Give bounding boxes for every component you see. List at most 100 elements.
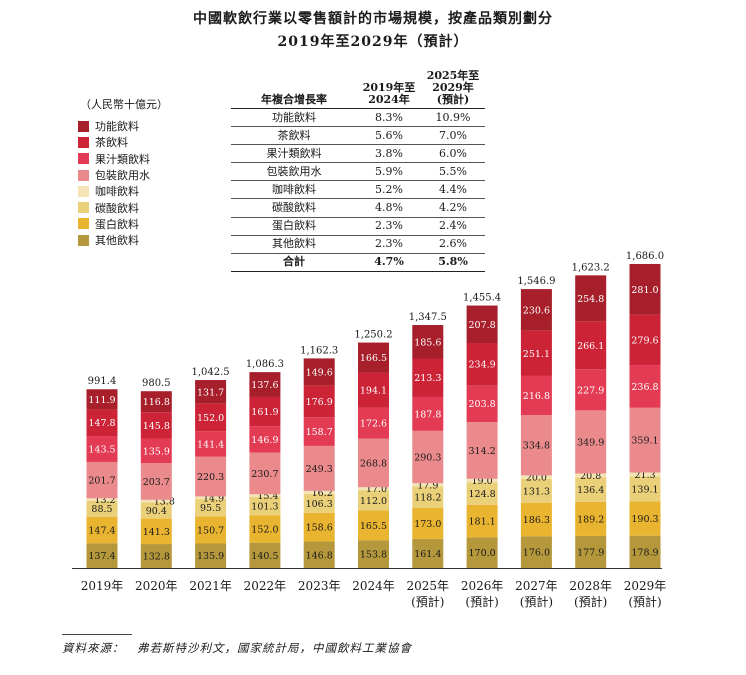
cagr-name: 功能飲料 [231,108,357,128]
cagr-name: 其他飲料 [231,235,357,254]
x-tick-note: (預計) [411,594,444,609]
total-label: 1,042.5 [192,367,230,378]
data-label-coffee: 20.8 [580,471,601,482]
data-label: 279.6 [631,335,658,346]
data-label: 124.8 [468,489,495,500]
source-note: 資料來源： 弗若斯特沙利文，國家統計局，中國飲料工業協會 [62,641,412,655]
legend-item-tea: 茶飲料 [78,134,168,150]
data-label: 189.2 [577,514,604,525]
data-label-coffee: 17.0 [366,484,387,495]
cagr-value: 4.4% [421,180,485,200]
cagr-value: 4.2% [421,198,485,218]
data-label-coffee: 21.3 [634,470,655,481]
data-label: 152.0 [197,413,224,424]
bar-segment-5-10 [629,365,661,408]
bar-segment-2-7 [466,482,498,505]
bar-segment-2-3 [249,496,281,516]
total-label: 1,347.5 [409,312,447,323]
bar-segment-7-0 [86,389,118,410]
legend-label: 蛋白飲料 [95,217,139,231]
table-row: 其他飲料 2.3% 2.6% [231,235,485,254]
bar-segment-1-8 [520,502,552,537]
legend-swatch [78,218,89,230]
data-label: 334.8 [523,441,550,452]
data-label: 158.6 [306,523,333,534]
bar-segment-7-7 [466,305,498,344]
data-label-coffee: 13.2 [94,495,115,506]
data-label-coffee: 17.9 [417,480,438,491]
bar-segment-6-9 [575,321,607,370]
data-label: 147.4 [88,525,115,536]
bar-segment-0-7 [466,537,498,568]
data-label-coffee: 16.2 [312,488,333,499]
x-tick-label: 2024年 [352,579,395,593]
legend-item-coffee: 咖啡飲料 [78,183,168,199]
x-tick-note: (預計) [628,594,661,609]
bar-segment-6-5 [358,372,389,408]
data-label: 173.0 [414,519,441,530]
data-label: 166.5 [360,353,387,364]
data-label: 314.2 [468,446,495,457]
data-label: 158.7 [306,427,333,438]
data-label: 178.9 [631,547,658,558]
bar-segment-1-5 [358,510,389,541]
data-label: 220.3 [197,472,224,483]
bar-segment-3-0 [86,498,118,501]
x-tick-label: 2021年 [189,579,232,593]
data-label: 141.4 [197,439,224,450]
data-label: 281.0 [631,285,658,296]
cagr-value: 5.2% [357,180,421,200]
data-label-coffee: 15.4 [257,491,278,502]
table-row: 包裝飲用水 5.9% 5.5% [231,162,485,182]
table-row: 茶飲料 5.6% 7.0% [231,126,485,146]
data-label: 131.3 [523,486,550,497]
data-label: 161.4 [414,549,441,560]
cagr-name: 茶飲料 [231,126,357,146]
data-label: 203.8 [468,399,495,410]
bar-segment-3-5 [358,487,389,491]
data-label: 268.8 [360,458,387,469]
cagr-header-row: 年複合增長率 2019年至 2024年 2025年至 2029年 (預計) [231,70,485,109]
cagr-header-col2: 2025年至 2029年 (預計) [421,70,485,109]
bar-segment-6-8 [520,330,552,376]
table-row: 果汁類飲料 3.8% 6.0% [231,144,485,164]
bar-segment-5-9 [575,369,607,411]
bar-segment-1-6 [412,507,444,539]
cagr-value: 4.7% [357,253,421,272]
cagr-value: 5.5% [421,162,485,182]
total-label: 1,455.4 [463,293,501,304]
bar-segment-1-0 [86,516,118,544]
legend-swatch [78,202,89,214]
legend-swatch [78,234,89,246]
bar-segment-0-5 [358,540,389,568]
total-label: 1,250.2 [354,330,392,341]
bar-segment-4-2 [195,456,227,497]
data-label: 187.8 [414,409,441,420]
cagr-name: 咖啡飲料 [231,180,357,200]
bar-segment-4-5 [358,438,389,488]
bar-segment-2-4 [303,493,335,513]
cagr-value: 5.6% [357,126,421,146]
bar-segment-0-1 [140,544,172,568]
data-label: 149.6 [306,367,333,378]
cagr-value: 10.9% [421,108,485,128]
bar-segment-5-7 [466,385,498,423]
bar-segment-5-3 [249,426,281,453]
stacked-bar-chart: 137.4 147.4 88.513.2 201.7 143.5 147.8 111.9 99… [72,251,666,609]
data-label: 150.7 [197,525,224,536]
bar-segment-7-1 [140,391,172,413]
total-label: 980.5 [142,378,171,389]
bar-segment-3-1 [140,499,172,503]
table-row: 咖啡飲料 5.2% 4.4% [231,180,485,200]
data-label-coffee: 14.9 [203,493,224,504]
data-label: 230.7 [251,469,278,480]
cagr-name: 包裝飲用水 [231,162,357,182]
legend-item-water: 包裝飲用水 [78,167,168,183]
x-tick-label: 2020年 [135,579,178,593]
data-label: 145.8 [143,421,170,432]
legend-label: 咖啡飲料 [95,185,139,199]
bar-segment-3-8 [520,475,552,479]
bar-segment-4-7 [466,422,498,479]
bar-segment-5-0 [86,436,118,462]
bar-segment-5-5 [358,407,389,439]
